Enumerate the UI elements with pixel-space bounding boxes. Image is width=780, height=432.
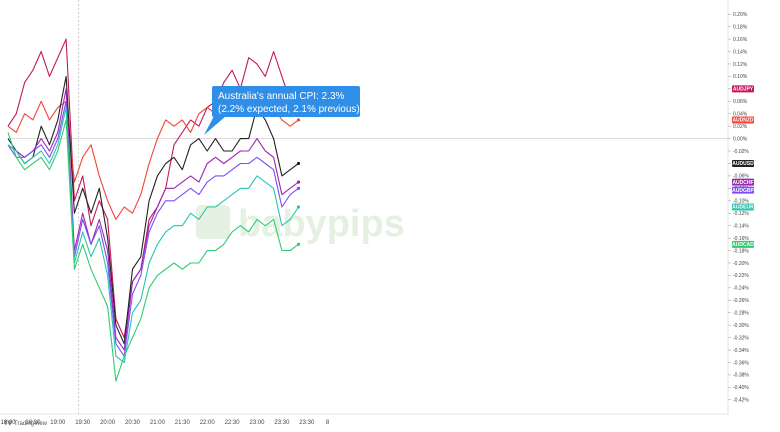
badge-audnzd (732, 116, 754, 124)
y-tick-label: -0.18% (733, 248, 749, 254)
badge-label-audusd: AUDUSD (732, 161, 754, 167)
series-endpoint-audeur (296, 205, 301, 209)
x-tick-label: 23:30 (299, 420, 315, 426)
x-tick-label: 18:30 (25, 420, 41, 426)
x-tick-label: 19:30 (75, 420, 91, 426)
badge-audgbp (732, 186, 754, 194)
y-tick-label: 0.06% (733, 99, 748, 105)
x-tick-label: 20:30 (125, 420, 141, 426)
cpi-callout-line2: (2.2% expected, 2.1% previous) (218, 104, 360, 115)
cpi-callout-line1: Australia's annual CPI: 2.3% (218, 91, 345, 102)
x-tick-label: 22:30 (225, 420, 241, 426)
x-tick-label: 19:00 (50, 420, 66, 426)
y-tick-label: -0.26% (733, 298, 749, 304)
cpi-callout-box (212, 86, 360, 117)
watermark-logo-box (196, 205, 230, 239)
y-tick-label: 0.00% (733, 136, 748, 142)
series-line-audeur (7, 106, 299, 364)
y-tick-label: 0.04% (733, 112, 748, 118)
y-tick-label: -0.10% (733, 199, 749, 205)
x-tick-label: 20:00 (100, 420, 116, 426)
series-line-audnzd (7, 100, 299, 220)
y-tick-label: -0.22% (733, 273, 749, 279)
y-tick-label: -0.14% (733, 223, 749, 229)
y-tick-label: -0.16% (733, 236, 749, 242)
y-tick-label: 0.10% (733, 74, 748, 80)
x-tick-label: 23:00 (249, 420, 265, 426)
series-endpoint-audgbp (296, 186, 301, 190)
series-line-audjpy (7, 38, 299, 339)
x-tick-label: 21:30 (175, 420, 191, 426)
series-endpoint-audcad (296, 242, 301, 246)
x-axis: 18:00 18:30 19:00 19:30 20:00 20:30 21:00 21:30… (0, 413, 728, 426)
y-tick-label: -0.32% (733, 335, 749, 341)
y-tick-label: -0.36% (733, 360, 749, 366)
y-tick-label: -0.02% (733, 149, 749, 155)
y-tick-label: -0.40% (733, 385, 749, 391)
badge-label-audnzd: AUDNZD (732, 118, 753, 124)
x-tick-label: 23:30 (274, 420, 290, 426)
badge-label-audgbp: AUDGBP (732, 188, 754, 194)
x-tick-label: 21:00 (150, 420, 166, 426)
tradingview-name: TradingView (14, 421, 48, 427)
x-tick-label: 18:00 (0, 420, 16, 426)
y-tick-label: 0.02% (733, 124, 748, 130)
y-tick-label: 0.12% (733, 62, 748, 68)
badge-audjpy (732, 85, 754, 93)
y-tick-label: -0.24% (733, 286, 749, 292)
y-tick-label: 0.16% (733, 37, 748, 43)
cpi-callout: Australia's annual CPI: 2.3% (2.2% expec… (204, 86, 360, 135)
series-endpoint-audnzd (296, 118, 301, 122)
badge-audusd (732, 159, 754, 167)
y-tick-label: -0.38% (733, 373, 749, 379)
x-tick-label: 22:00 (200, 420, 216, 426)
badge-label-audjpy: AUDJPY (733, 87, 754, 93)
watermark: babypips (196, 203, 405, 245)
badge-audeur (732, 203, 754, 211)
y-tick-label: -0.06% (733, 174, 749, 180)
x-tick-label: 8 (326, 420, 330, 426)
badge-audchf (732, 178, 754, 186)
series-endpoint-audusd (296, 161, 301, 166)
y-tick-label: 0.18% (733, 24, 748, 30)
series-line-audusd (7, 75, 299, 345)
badge-audcad (732, 240, 754, 248)
tradingview-brand: TV TradingView (4, 421, 48, 427)
y-tick-label: 0.14% (733, 49, 748, 55)
series-line-audchf (7, 88, 299, 351)
watermark-text: babypips (238, 203, 405, 245)
y-tick-label: -0.20% (733, 261, 749, 267)
y-tick-label: -0.42% (733, 398, 749, 404)
series-badges: AUDJPY AUDNZD AUDUSD AUDCHF AUDGBP AUDEUR AUDC… (732, 85, 754, 248)
y-tick-label: -0.34% (733, 348, 749, 354)
badge-label-audchf: AUDCHF (732, 180, 753, 186)
series-line-audcad (7, 119, 299, 382)
y-tick-label: -0.30% (733, 323, 749, 329)
y-tick-label: -0.28% (733, 311, 749, 317)
cpi-callout-pointer (204, 116, 226, 135)
badge-label-audeur: AUDEUR (732, 205, 754, 211)
series-line-audgbp (7, 100, 299, 357)
tradingview-logo-icon: TV (4, 421, 12, 427)
badge-label-audcad: AUDCAD (732, 242, 754, 248)
series-endpoint-audchf (296, 180, 301, 184)
y-tick-label: -0.12% (733, 211, 749, 217)
y-tick-label: 0.20% (733, 12, 748, 18)
